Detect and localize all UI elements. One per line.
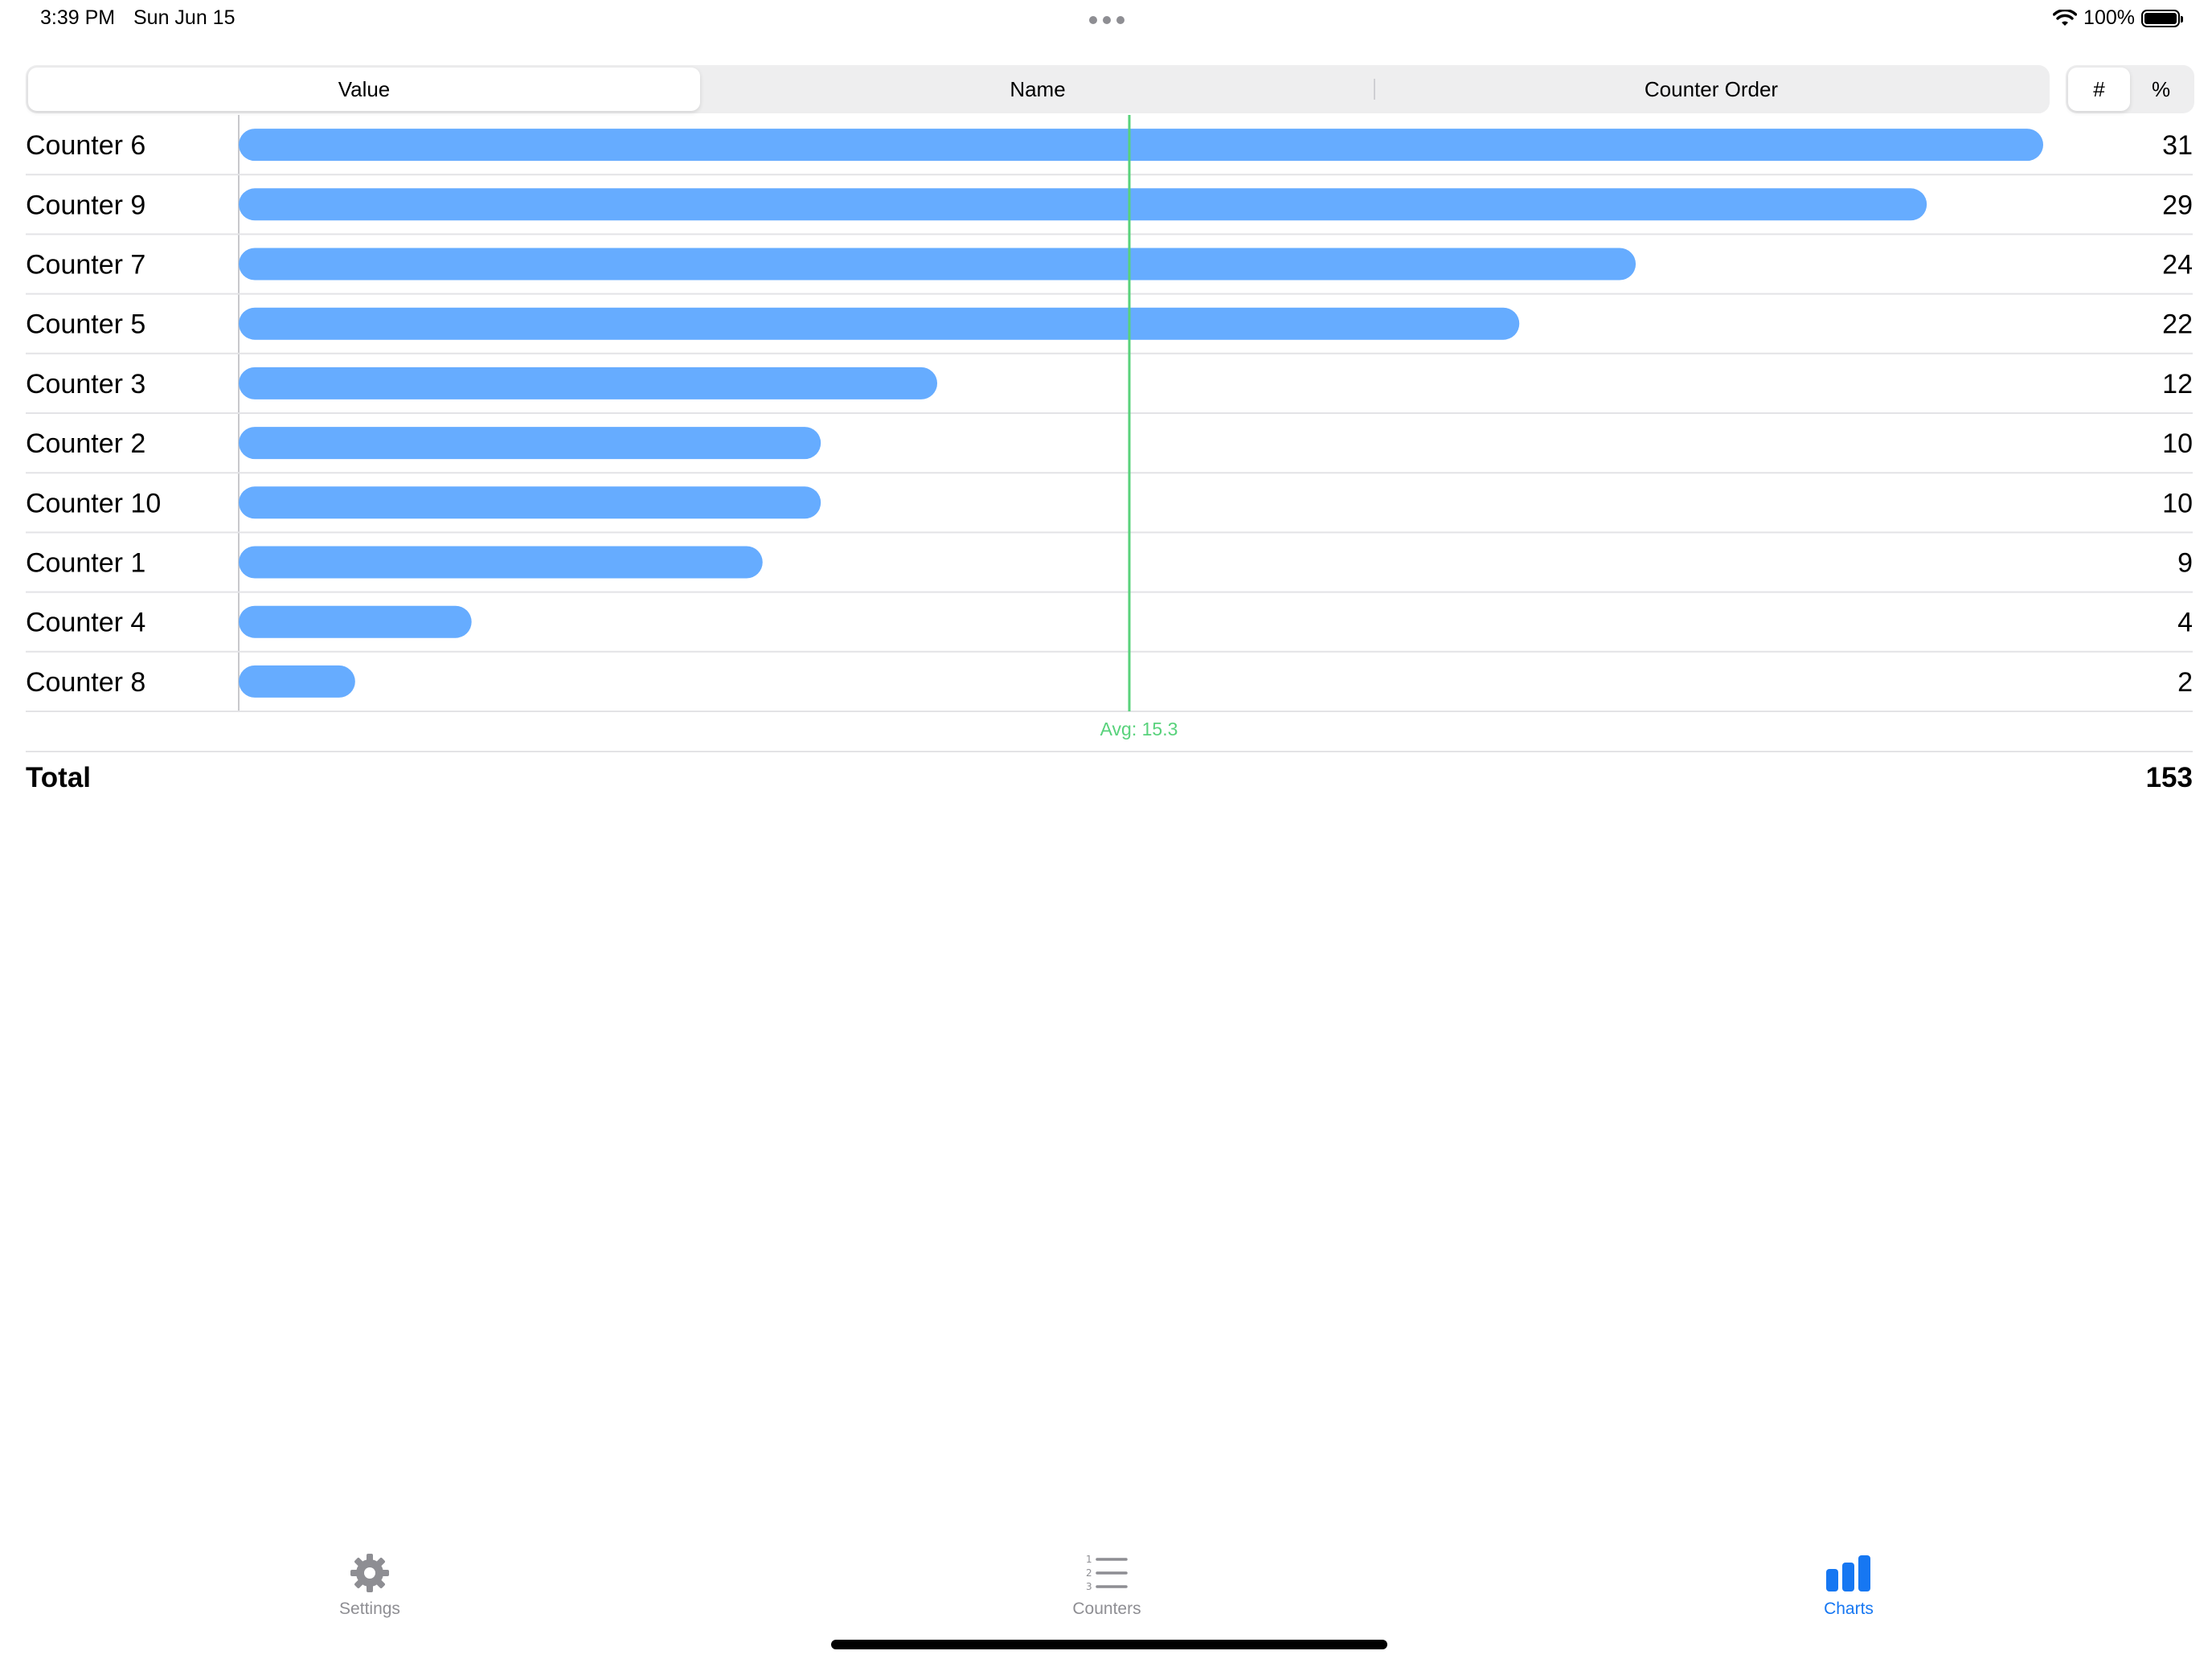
bar-value: 29: [2162, 190, 2193, 220]
home-indicator[interactable]: [831, 1640, 1387, 1649]
tab-settings-label: Settings: [339, 1600, 400, 1618]
svg-text:1: 1: [1086, 1554, 1092, 1565]
bar-value: 2: [2177, 667, 2193, 698]
tab-charts[interactable]: Charts: [1752, 1551, 1945, 1619]
bar-label: Counter 3: [26, 369, 145, 399]
bar-label: Counter 9: [26, 190, 145, 220]
battery-icon: [2141, 9, 2183, 27]
bar-label: Counter 5: [26, 309, 145, 340]
mode-option-percent[interactable]: %: [2151, 76, 2171, 101]
bar: [239, 367, 938, 399]
bar-label: Counter 2: [26, 428, 145, 459]
tab-charts-label: Charts: [1824, 1600, 1874, 1618]
status-date: Sun Jun 15: [133, 6, 236, 29]
bar-value: 24: [2162, 250, 2193, 281]
display-mode-segmented-control: # %: [2066, 65, 2194, 113]
numbered-list-icon: 1 2 3: [1083, 1551, 1131, 1595]
sort-option-name[interactable]: Name: [1010, 76, 1066, 101]
average-label: Avg: 15.3: [1100, 719, 1178, 739]
svg-text:3: 3: [1086, 1581, 1092, 1592]
bar-label: Counter 6: [26, 130, 145, 161]
bar: [239, 307, 1520, 340]
total-row: Total 153: [26, 762, 2193, 794]
mode-option-count[interactable]: #: [2068, 68, 2130, 111]
bar-value: 10: [2162, 488, 2193, 518]
sort-option-value[interactable]: Value: [28, 68, 700, 111]
bar-value: 9: [2177, 548, 2193, 579]
bar: [239, 188, 1927, 221]
battery-percent: 100%: [2083, 6, 2135, 29]
bar-value: 4: [2177, 608, 2193, 638]
bar-label: Counter 7: [26, 250, 145, 281]
bar: [239, 486, 821, 519]
tab-counters-label: Counters: [1072, 1600, 1141, 1618]
bar-value: 31: [2162, 130, 2193, 161]
total-label: Total: [26, 762, 92, 793]
status-right: 100%: [2053, 6, 2183, 30]
bar-label: Counter 10: [26, 488, 161, 518]
bar: [239, 248, 1636, 281]
tab-settings[interactable]: Settings: [273, 1551, 466, 1619]
bar: [239, 427, 821, 460]
bar-label: Counter 8: [26, 667, 145, 698]
tab-counters[interactable]: 1 2 3 Counters: [1010, 1551, 1203, 1619]
bar: [239, 129, 2043, 162]
segment-divider: [1374, 79, 1375, 100]
bar-value: 10: [2162, 428, 2193, 459]
gear-icon: [346, 1551, 394, 1595]
bar-value: 22: [2162, 309, 2193, 340]
status-bar: 3:39 PM Sun Jun 15 100%: [0, 0, 2212, 40]
bar-chart-icon: [1825, 1551, 1873, 1595]
bar: [239, 546, 763, 579]
svg-text:2: 2: [1086, 1567, 1092, 1579]
bar-label: Counter 4: [26, 608, 145, 638]
bar-label: Counter 1: [26, 548, 145, 579]
sort-segmented-control: Value Name Counter Order: [26, 65, 2050, 113]
bar-value: 12: [2162, 369, 2193, 399]
total-value: 153: [2145, 762, 2193, 793]
wifi-icon: [2053, 9, 2078, 26]
sort-option-counter-order[interactable]: Counter Order: [1644, 76, 1779, 101]
bar: [239, 665, 355, 698]
multitasking-dots-icon[interactable]: [1089, 16, 1124, 24]
bar: [239, 605, 472, 638]
status-time: 3:39 PM: [40, 6, 116, 29]
